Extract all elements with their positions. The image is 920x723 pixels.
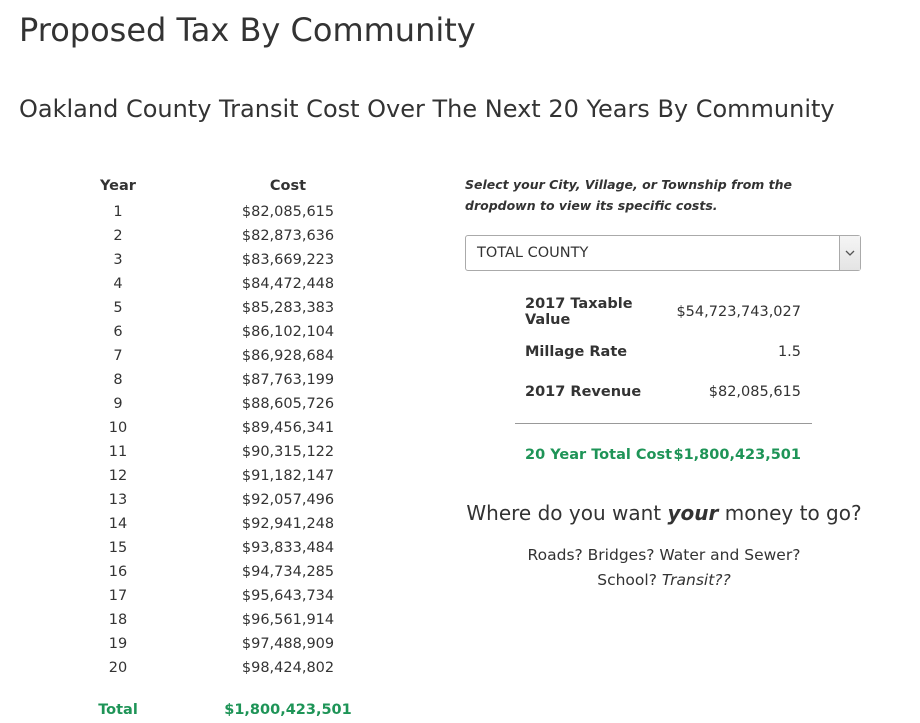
summary-row-revenue: 2017 Revenue $82,085,615	[519, 372, 809, 412]
summary-value: $54,723,743,027	[676, 304, 801, 320]
cost-column-header: Cost	[269, 178, 307, 194]
cost-cell: $89,456,341	[241, 420, 335, 436]
table-row: 5 $85,283,383	[58, 296, 398, 320]
table-row: 11 $90,315,122	[58, 440, 398, 464]
table-row: 12 $91,182,147	[58, 464, 398, 488]
cost-cell: $86,928,684	[241, 348, 335, 364]
year-cell: 12	[108, 468, 128, 484]
table-row: 8 $87,763,199	[58, 368, 398, 392]
table-row: 2 $82,873,636	[58, 224, 398, 248]
year-cell: 17	[108, 588, 128, 604]
table-row: 16 $94,734,285	[58, 560, 398, 584]
summary-row-taxable-value: 2017 Taxable Value $54,723,743,027	[519, 292, 809, 332]
options-line-2-start: School?	[597, 571, 662, 589]
cost-cell: $83,669,223	[241, 252, 335, 268]
table-row: 6 $86,102,104	[58, 320, 398, 344]
table-row: 14 $92,941,248	[58, 512, 398, 536]
table-row: 4 $84,472,448	[58, 272, 398, 296]
year-cell: 3	[113, 252, 123, 268]
year-cell: 2	[113, 228, 123, 244]
summary-value: 1.5	[777, 344, 801, 360]
dropdown-selected-value: TOTAL COUNTY	[477, 245, 589, 261]
table-row: 17 $95,643,734	[58, 584, 398, 608]
question-emphasis: your	[667, 501, 719, 525]
cost-cell: $85,283,383	[241, 300, 335, 316]
table-row: 20 $98,424,802	[58, 656, 398, 680]
twenty-year-total-value: $1,800,423,501	[673, 447, 801, 463]
total-value: $1,800,423,501	[224, 702, 352, 718]
table-row: 15 $93,833,484	[58, 536, 398, 560]
year-cell: 9	[113, 396, 123, 412]
question-text-end: money to go?	[718, 501, 862, 525]
year-cell: 4	[113, 276, 123, 292]
cost-cell: $92,057,496	[241, 492, 335, 508]
year-cell: 8	[113, 372, 123, 388]
table-row: 19 $97,488,909	[58, 632, 398, 656]
cost-cell: $91,182,147	[241, 468, 335, 484]
cost-cell: $93,833,484	[241, 540, 335, 556]
options-line-1: Roads? Bridges? Water and Sewer?	[527, 546, 801, 564]
summary-divider	[515, 423, 812, 424]
cost-cell: $87,763,199	[241, 372, 335, 388]
year-cell: 16	[108, 564, 128, 580]
table-row: 13 $92,057,496	[58, 488, 398, 512]
year-column-header: Year	[100, 178, 136, 194]
summary-label: 2017 Taxable Value	[525, 296, 633, 328]
cost-cell: $92,941,248	[241, 516, 335, 532]
table-row: 1 $82,085,615	[58, 200, 398, 224]
summary-value: $82,085,615	[708, 384, 801, 400]
year-cell: 7	[113, 348, 123, 364]
cost-cell: $84,472,448	[241, 276, 335, 292]
table-row: 10 $89,456,341	[58, 416, 398, 440]
year-cell: 1	[113, 204, 123, 220]
year-cell: 10	[108, 420, 128, 436]
page-subtitle: Oakland County Transit Cost Over The Nex…	[19, 95, 835, 123]
year-cell: 11	[108, 444, 128, 460]
table-row: 9 $88,605,726	[58, 392, 398, 416]
summary-label: Millage Rate	[525, 344, 628, 360]
yearly-cost-rows: 1 $82,085,615 2 $82,873,636 3 $83,669,223 4 $84…	[58, 200, 398, 680]
table-total-row: Total $1,800,423,501	[58, 680, 398, 718]
year-cell: 14	[108, 516, 128, 532]
table-row: 3 $83,669,223	[58, 248, 398, 272]
cost-cell: $88,605,726	[241, 396, 335, 412]
table-row: 7 $86,928,684	[58, 344, 398, 368]
community-dropdown[interactable]: TOTAL COUNTY	[465, 235, 861, 271]
year-cell: 19	[108, 636, 128, 652]
cost-cell: $95,643,734	[241, 588, 335, 604]
cost-cell: $94,734,285	[241, 564, 335, 580]
year-cell: 6	[113, 324, 123, 340]
twenty-year-total-label: 20 Year Total Cost	[525, 447, 673, 463]
cost-cell: $82,085,615	[241, 204, 335, 220]
cost-cell: $96,561,914	[241, 612, 335, 628]
money-question: Where do you want your money to go?	[430, 501, 898, 525]
year-cell: 15	[108, 540, 128, 556]
cost-cell: $82,873,636	[241, 228, 335, 244]
summary-label: 2017 Revenue	[525, 384, 642, 400]
money-options: Roads? Bridges? Water and Sewer? School?…	[430, 543, 898, 593]
yearly-cost-table: Year Cost 1 $82,085,615 2 $82,873,636 3 $83,6…	[58, 172, 398, 718]
chevron-down-icon[interactable]	[839, 236, 860, 270]
cost-cell: $97,488,909	[241, 636, 335, 652]
table-row: 18 $96,561,914	[58, 608, 398, 632]
total-label: Total	[98, 702, 138, 718]
cost-cell: $98,424,802	[241, 660, 335, 676]
year-cell: 5	[113, 300, 123, 316]
cost-cell: $86,102,104	[241, 324, 335, 340]
summary-table: 2017 Taxable Value $54,723,743,027 Milla…	[519, 292, 809, 412]
options-line-2: School? Transit??	[430, 568, 898, 593]
options-line-2-emphasis: Transit??	[661, 571, 731, 589]
year-cell: 13	[108, 492, 128, 508]
cost-cell: $90,315,122	[241, 444, 335, 460]
table-header-row: Year Cost	[58, 172, 398, 200]
summary-row-millage-rate: Millage Rate 1.5	[519, 332, 809, 372]
year-cell: 18	[108, 612, 128, 628]
dropdown-instructions: Select your City, Village, or Township f…	[465, 177, 793, 213]
question-text-start: Where do you want	[466, 501, 668, 525]
year-cell: 20	[108, 660, 128, 676]
page-title: Proposed Tax By Community	[19, 11, 476, 49]
